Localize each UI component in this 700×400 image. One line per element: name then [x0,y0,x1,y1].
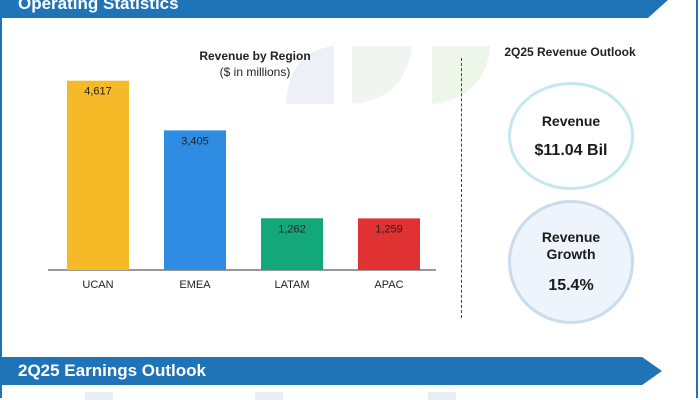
bar-latam [261,218,323,270]
chart-title: Revenue by Region [199,49,311,63]
revenue-outlook-title: 2Q25 Revenue Outlook [504,45,636,59]
placeholder-icon [255,392,283,400]
operating-statistics-title: Operating Statistics [18,0,179,13]
revenue-growth-circle: Revenue Growth 15.4% [508,200,634,324]
dashed-divider [461,58,462,318]
earnings-outlook-header: 2Q25 Earnings Outlook [0,357,662,385]
chart-subtitle: ($ in millions) [219,65,291,79]
revenue-by-region-chart: 4,617 UCAN 3,405 EMEA 1,262 LATAM 1,259 APAC [48,80,436,291]
data-label-latam: 1,262 [278,223,306,235]
category-label-ucan: UCAN [82,279,113,291]
operating-statistics-header: Operating Statistics [0,0,668,18]
data-label-apac: 1,259 [375,223,403,235]
revenue-growth-label-line2: Growth [546,246,596,262]
revenue-growth-label-line1: Revenue [541,229,601,245]
bar-apac [358,218,420,270]
data-label-ucan: 4,617 [84,86,112,98]
category-label-apac: APAC [374,279,403,291]
bar-emea [164,130,226,270]
data-label-emea: 3,405 [181,135,209,147]
revenue-growth-value: 15.4% [548,277,594,294]
earnings-outlook-title: 2Q25 Earnings Outlook [18,361,206,380]
revenue-label: Revenue [541,112,601,129]
category-label-latam: LATAM [274,279,309,291]
placeholder-icon [428,392,456,400]
placeholder-icon [85,392,113,400]
revenue-value: $11.04 Bil [534,141,608,159]
revenue-circle: Revenue $11.04 Bil [508,82,634,190]
category-label-emea: EMEA [179,279,211,291]
bar-ucan [67,80,129,270]
